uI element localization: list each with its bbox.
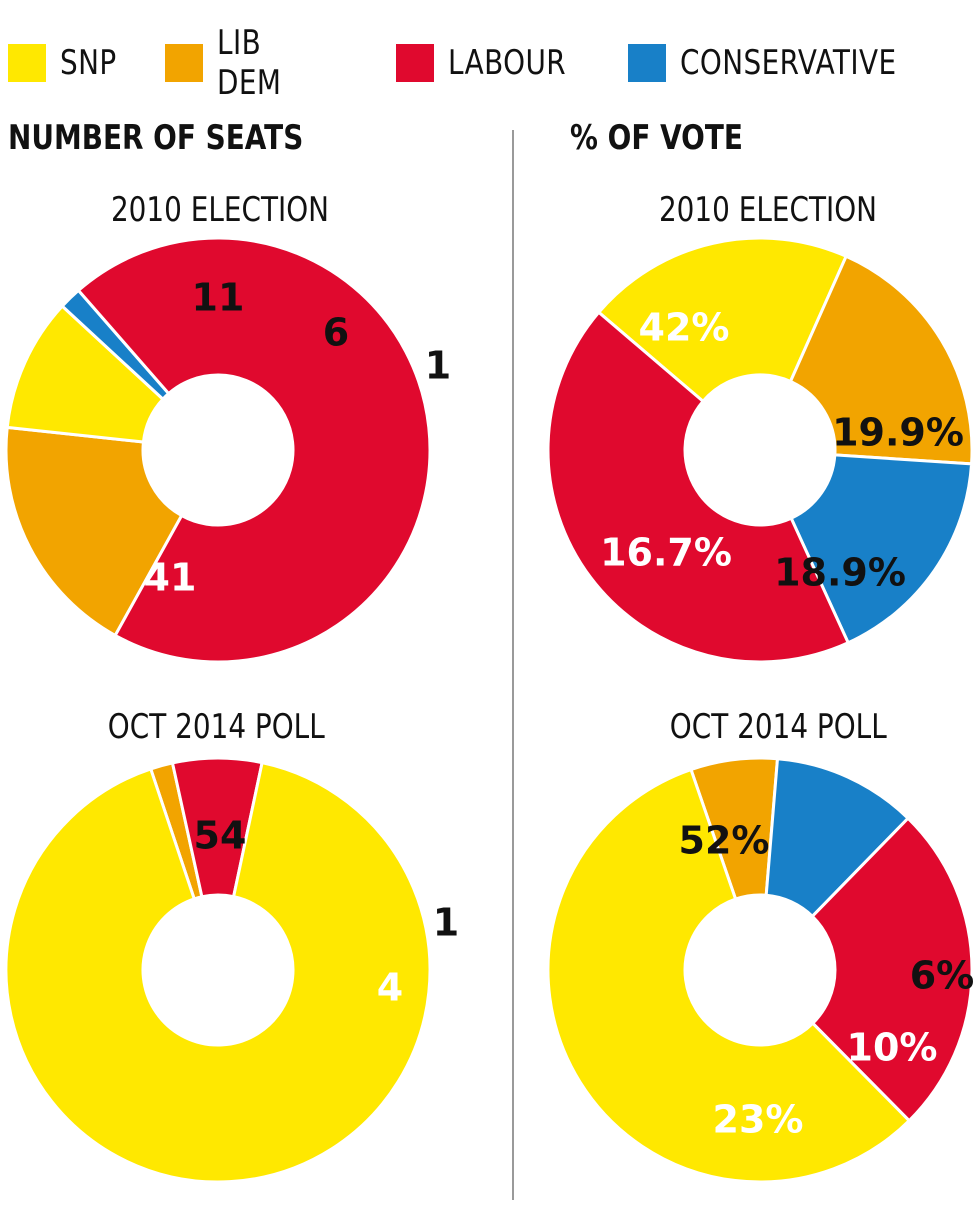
column-divider (512, 130, 514, 1200)
legend-item-conservative: CONSERVATIVE (627, 43, 944, 83)
donut-vote-2014: 6% 10% 23% 52% (546, 756, 975, 1184)
slice-vote-2014-labour (810, 816, 974, 1123)
donut-seats-2010: 11 6 1 41 (4, 236, 451, 664)
chart-title-vote-2010: 2010 ELECTION (658, 190, 878, 230)
section-title-vote: % OF VOTE (570, 118, 743, 158)
slice-label-vote-2010-lib-dem: 18.9% (774, 551, 906, 595)
slice-vote-2010-conservative (789, 453, 974, 645)
legend-label-snp: SNP (60, 43, 117, 83)
slice-label-seats-2010-lib-dem: 11 (192, 276, 245, 320)
legend-item-snp: SNP (8, 43, 129, 83)
legend-swatch-labour (396, 44, 434, 82)
slice-seats-2014-snp (4, 760, 432, 1184)
slice-label-seats-2014-snp: 54 (194, 814, 247, 858)
chart-title-vote-2014: OCT 2014 POLL (669, 707, 887, 747)
slice-label-vote-2010-conservative: 16.7% (600, 531, 732, 575)
slice-label-vote-2014-labour: 23% (713, 1098, 804, 1142)
slice-label-seats-2010-labour: 41 (144, 556, 197, 600)
chart-title-seats-2014: OCT 2014 POLL (107, 707, 325, 747)
section-title-seats: NUMBER OF SEATS (8, 118, 304, 158)
slice-seats-2010-lib-dem (4, 425, 184, 638)
slice-seats-2010-labour (76, 236, 432, 664)
slice-label-vote-2014-lib-dem: 6% (910, 954, 975, 998)
legend-label-lib-dem: LIB DEM (216, 23, 282, 103)
slice-label-vote-2010-snp: 19.9% (832, 411, 964, 455)
slice-vote-2010-snp (596, 236, 849, 404)
legend-label-conservative: CONSERVATIVE (679, 43, 897, 83)
slice-vote-2010-lib-dem (788, 254, 974, 466)
donut-vote-2010: 19.9% 18.9% 16.7% 42% (546, 236, 974, 664)
legend-swatch-lib-dem (165, 44, 203, 82)
slice-vote-2014-conservative (764, 757, 911, 919)
slice-seats-2010-snp (5, 304, 166, 444)
legend: SNP LIB DEM LABOUR CONSERVATIVE (8, 23, 980, 103)
slice-label-seats-2010-snp: 6 (323, 311, 349, 355)
legend-label-labour: LABOUR (448, 43, 567, 83)
slice-label-vote-2014-conservative: 10% (847, 1026, 938, 1070)
slice-label-vote-2010-labour: 42% (639, 306, 730, 350)
chart-title-seats-2010: 2010 ELECTION (110, 190, 330, 230)
legend-swatch-conservative (627, 44, 666, 82)
legend-item-labour: LABOUR (396, 43, 592, 83)
legend-swatch-snp (8, 44, 46, 82)
slice-vote-2014-snp (546, 767, 912, 1184)
donut-seats-2014: 14 54 (4, 756, 459, 1184)
legend-item-lib-dem: LIB DEM (165, 23, 360, 103)
slice-label-seats-2010-conservative: 1 (425, 344, 451, 388)
slice-label-seats-2014-lib-dem: 1 (433, 901, 459, 945)
slice-label-vote-2014-snp: 52% (679, 819, 770, 863)
slice-vote-2010-labour (546, 310, 851, 664)
slice-label-seats-2014-labour: 4 (377, 966, 403, 1010)
